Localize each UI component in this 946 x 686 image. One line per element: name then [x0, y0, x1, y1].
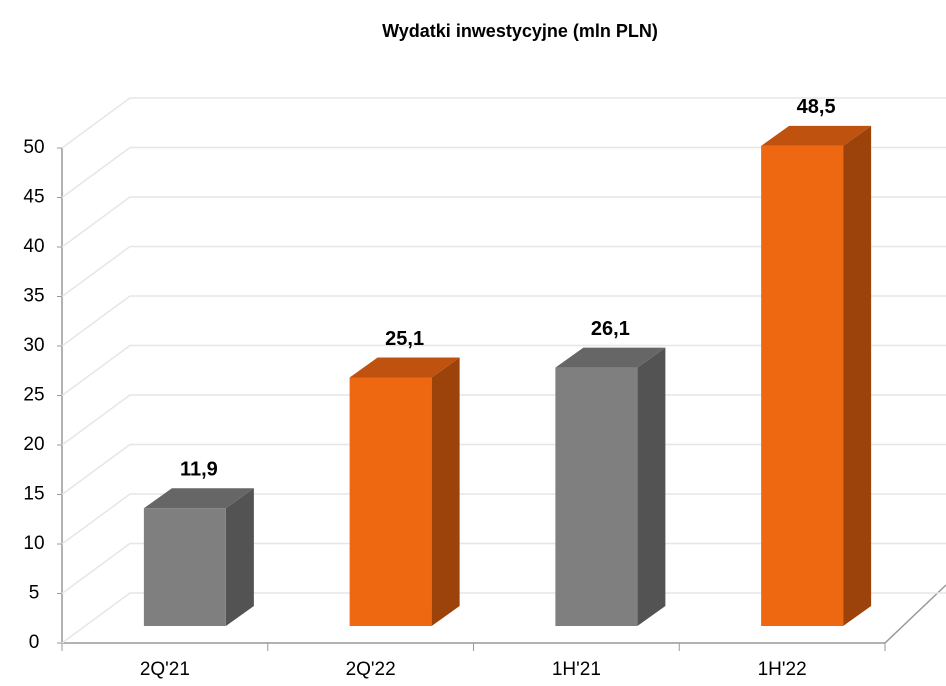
value-label: 26,1: [591, 318, 630, 340]
bar-top: [143, 488, 254, 509]
bar: [555, 367, 638, 626]
y-tick-label: 25: [23, 385, 44, 406]
grid-line: [61, 146, 946, 199]
bar-top: [761, 125, 872, 146]
y-tick-label: 10: [23, 533, 44, 554]
grid-line: [61, 493, 946, 545]
y-tick-label: 20: [23, 434, 44, 455]
grid-line: [61, 592, 946, 644]
bar: [349, 377, 432, 626]
grid-line: [61, 97, 946, 149]
bar: [761, 145, 844, 626]
x-tick-label: 1H'22: [758, 659, 807, 680]
grid-line: [61, 344, 946, 397]
y-tick-label: 50: [23, 137, 44, 158]
grid-line: [61, 295, 946, 347]
value-label: 25,1: [385, 328, 424, 350]
bar-side: [225, 488, 254, 626]
value-label: 48,5: [797, 96, 836, 118]
y-tick-label: 15: [23, 484, 44, 505]
bar-side: [431, 357, 460, 626]
grid-line: [61, 394, 946, 446]
value-label: 11,9: [180, 458, 218, 480]
grid-line: [61, 542, 946, 595]
grid-line: [61, 196, 946, 248]
chart-title: Wydatki inwestycyjne (mln PLN): [382, 21, 658, 41]
y-tick-label: 35: [23, 286, 44, 307]
bar-top: [555, 347, 666, 368]
x-tick-label: 2Q'22: [346, 659, 396, 680]
grid-line: [61, 245, 946, 298]
y-tick-label: 40: [23, 236, 44, 257]
y-tick-label: 0: [29, 632, 40, 653]
y-tick-label: 5: [29, 583, 40, 604]
bar-side: [843, 125, 872, 626]
x-tick-label: 1H'21: [552, 659, 601, 680]
y-tick-label: 30: [23, 335, 44, 356]
y-tick-label: 45: [23, 187, 44, 208]
bar: [143, 508, 226, 626]
x-tick-label: 2Q'21: [140, 659, 190, 680]
bar-side: [637, 347, 666, 626]
grid-line: [61, 443, 946, 496]
bar-top: [349, 357, 460, 378]
